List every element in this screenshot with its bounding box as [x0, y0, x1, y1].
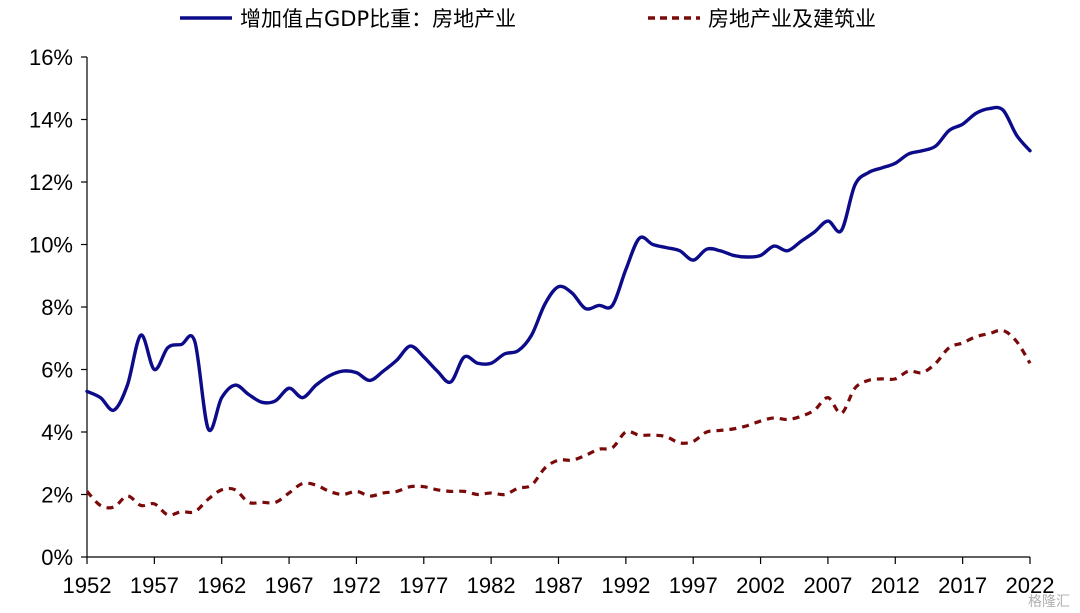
- series-1-line: [85, 105, 1032, 433]
- x-tick-label: 1952: [63, 573, 112, 598]
- x-tick-label: 1962: [197, 573, 246, 598]
- x-tick-label: 1967: [265, 573, 314, 598]
- series-2-line: [85, 328, 1032, 517]
- y-tick-label: 14%: [29, 108, 73, 133]
- legend-label-series-1: 增加值占GDP比重：房地产业: [240, 7, 516, 31]
- x-axis-ticks: 1952 1957 1962 1967 1972 1977 1982 1987 1992 1997…: [63, 557, 1055, 598]
- legend-label-series-2: 房地产业及建筑业: [708, 7, 876, 31]
- x-tick-label: 2017: [938, 573, 987, 598]
- x-tick-label: 1987: [534, 573, 583, 598]
- y-tick-label: 16%: [29, 45, 73, 70]
- watermark: 格隆汇: [1028, 594, 1070, 610]
- y-tick-label: 6%: [41, 358, 73, 383]
- y-axis-ticks: 0% 2% 4% 6% 8% 10% 12% 14% 16%: [29, 45, 87, 570]
- x-tick-label: 2012: [871, 573, 920, 598]
- x-tick-label: 1957: [130, 573, 179, 598]
- y-tick-label: 8%: [41, 295, 73, 320]
- legend: 增加值占GDP比重：房地产业 房地产业及建筑业: [180, 7, 876, 31]
- x-tick-label: 1982: [467, 573, 516, 598]
- axes: [86, 57, 1030, 558]
- x-tick-label: 1972: [332, 573, 381, 598]
- x-tick-label: 1997: [669, 573, 718, 598]
- y-tick-label: 10%: [29, 233, 73, 258]
- series-layer: [85, 105, 1032, 517]
- x-tick-label: 1992: [601, 573, 650, 598]
- series-1-points: [87, 109, 1030, 429]
- y-tick-label: 12%: [29, 170, 73, 195]
- x-tick-label: 1977: [399, 573, 448, 598]
- series-2-points: [87, 330, 1030, 514]
- y-tick-label: 2%: [41, 483, 73, 508]
- x-tick-label: 2022: [1006, 573, 1055, 598]
- y-tick-label: 0%: [41, 545, 73, 570]
- y-tick-label: 4%: [41, 420, 73, 445]
- x-tick-label: 2002: [736, 573, 785, 598]
- x-tick-label: 2007: [803, 573, 852, 598]
